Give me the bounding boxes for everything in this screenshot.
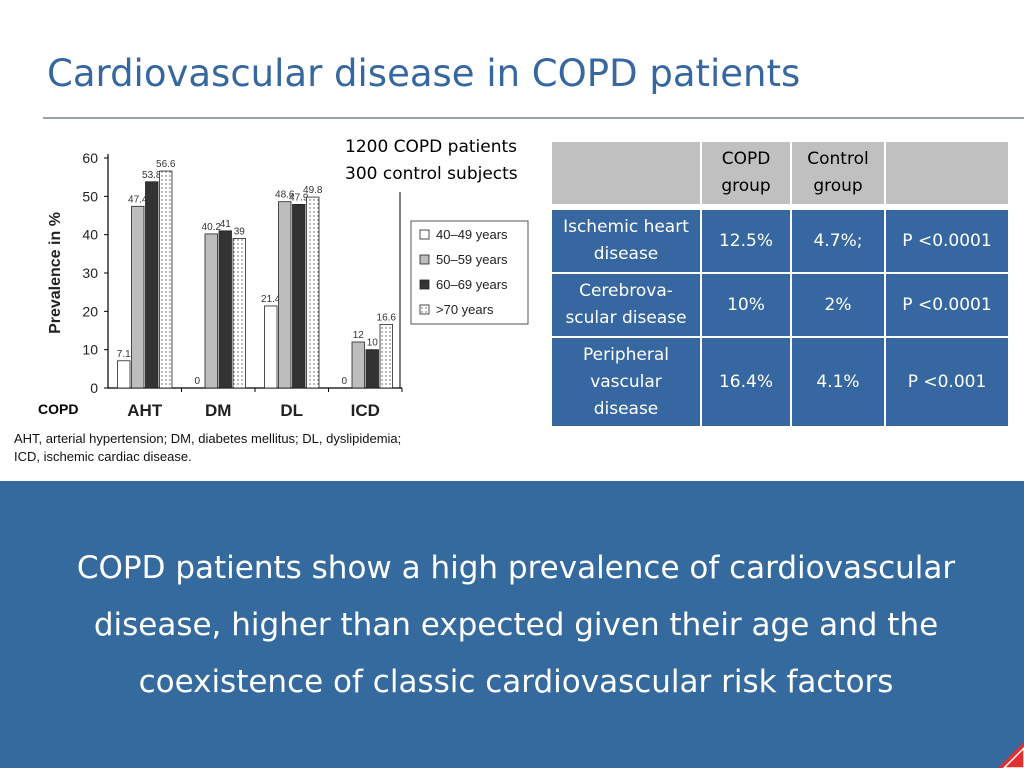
x-tick-label: DM: [205, 401, 231, 420]
bar: [306, 196, 320, 389]
bar-data-label: 41: [220, 219, 232, 230]
bar: [204, 233, 218, 389]
row-copd-value: 16.4%: [702, 338, 792, 428]
legend-swatch: [419, 229, 430, 240]
y-tick-label: 60: [82, 150, 98, 166]
legend-label: 60–69 years: [436, 277, 508, 292]
table-header-p: [886, 142, 1010, 206]
y-tick-label: 40: [82, 227, 98, 243]
table-header-blank: [552, 142, 702, 206]
row-control-value: 4.7%;: [792, 206, 886, 274]
bar-data-label: 0: [194, 376, 200, 387]
legend-swatch: [419, 304, 430, 315]
prevalence-chart-svg: 0 10 20 30 40 50 60 Prevalence in % AHT 7.1 47.4 53…: [47, 150, 529, 420]
row-p-value: P <0.0001: [886, 274, 1010, 338]
legend-label: 40–49 years: [436, 227, 508, 242]
row-copd-value: 12.5%: [702, 206, 792, 274]
title-divider: [43, 117, 1024, 119]
row-p-value: P <0.001: [886, 338, 1010, 428]
table-row: Peripheral vascular disease 16.4% 4.1% P…: [552, 338, 1010, 428]
table-row: Ischemic heart disease 12.5% 4.7%; P <0.…: [552, 206, 1010, 274]
bar-data-label: 48.6: [275, 190, 295, 201]
bar: [379, 323, 393, 389]
caption-line: ICD, ischemic cardiac disease.: [14, 449, 192, 464]
legend-label: 50–59 years: [436, 252, 508, 267]
bar-data-label: 53.8: [142, 170, 162, 181]
x-tick-label: DL: [280, 401, 303, 420]
row-label: Ischemic heart disease: [552, 206, 702, 274]
bar: [131, 205, 145, 389]
x-tick-label: ICD: [351, 401, 380, 420]
corner-accent-icon: [998, 742, 1024, 768]
bar: [351, 341, 365, 389]
bar-data-label: 47.9: [289, 192, 309, 203]
study-info: 1200 COPD patients 300 control subjects: [345, 134, 518, 188]
bar-data-label: 12: [353, 330, 365, 341]
study-info-line: 1200 COPD patients: [345, 137, 518, 157]
bar: [218, 230, 232, 389]
conclusion-banner: [0, 481, 1024, 768]
table-header-control: Control group: [792, 142, 886, 206]
x-tick-label: AHT: [127, 401, 163, 420]
conclusion-text: COPD patients show a high prevalence of …: [76, 550, 956, 700]
bar-data-label: 16.6: [377, 312, 397, 323]
bar: [292, 203, 306, 389]
y-tick-label: 30: [82, 265, 98, 281]
bar: [264, 305, 278, 389]
bar: [365, 349, 379, 389]
y-tick-label: 0: [90, 380, 98, 396]
y-tick-label: 10: [82, 342, 98, 358]
bar: [278, 201, 292, 389]
bar-data-label: 39: [234, 227, 246, 238]
prevalence-chart: 0 10 20 30 40 50 60 Prevalence in % AHT 7.1 47.4 53…: [0, 130, 545, 475]
bar: [159, 170, 173, 389]
bar-data-label: 0: [341, 376, 347, 387]
table-row: Cerebrova-scular disease 10% 2% P <0.000…: [552, 274, 1010, 338]
y-axis-label: Prevalence in %: [47, 212, 64, 334]
study-info-line: 300 control subjects: [345, 164, 518, 184]
bar: [232, 238, 246, 389]
row-copd-value: 10%: [702, 274, 792, 338]
bar: [145, 181, 159, 389]
legend-label: >70 years: [436, 302, 494, 317]
bar-data-label: 49.8: [303, 185, 323, 196]
copd-tag: COPD: [38, 401, 79, 417]
row-control-value: 4.1%: [792, 338, 886, 428]
y-tick-label: 50: [82, 188, 98, 204]
legend-swatch: [419, 254, 430, 265]
table-header-copd: COPD group: [702, 142, 792, 206]
row-p-value: P <0.0001: [886, 206, 1010, 274]
bar-data-label: 10: [367, 338, 379, 349]
row-label: Cerebrova-scular disease: [552, 274, 702, 338]
bar-data-label: 7.1: [117, 349, 131, 360]
row-control-value: 2%: [792, 274, 886, 338]
bar: [117, 360, 131, 389]
prevalence-table: COPD group Control group Ischemic heart …: [552, 142, 1010, 428]
row-label: Peripheral vascular disease: [552, 338, 702, 428]
bar-data-label: 21.4: [261, 294, 281, 305]
caption-line: AHT, arterial hypertension; DM, diabetes…: [14, 431, 402, 446]
legend-swatch: [419, 279, 430, 290]
chart-caption: AHT, arterial hypertension; DM, diabetes…: [14, 430, 401, 466]
bar-data-label: 56.6: [156, 159, 176, 170]
bar-data-label: 40.2: [202, 222, 222, 233]
bar-data-label: 47.4: [128, 194, 148, 205]
y-tick-label: 20: [82, 303, 98, 319]
table-header-row: COPD group Control group: [552, 142, 1010, 206]
slide-title: Cardiovascular disease in COPD patients: [47, 52, 801, 95]
legend-box: [410, 220, 529, 325]
